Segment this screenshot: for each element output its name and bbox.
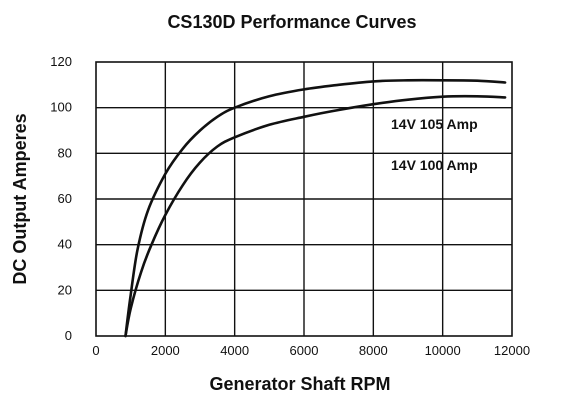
x-axis-label: Generator Shaft RPM [209, 374, 390, 394]
gridlines [96, 62, 512, 336]
y-tick-label: 0 [65, 328, 72, 343]
series-line-0 [124, 78, 507, 338]
y-tick-labels: 0 20 40 60 80 100 120 [50, 54, 72, 343]
x-tick-label: 4000 [220, 343, 249, 358]
y-tick-label: 120 [50, 54, 72, 69]
x-tick-label: 12000 [494, 343, 530, 358]
series-line-1 [124, 94, 507, 338]
x-tick-labels: 0 2000 4000 6000 8000 10000 12000 [92, 343, 530, 358]
x-tick-label: 10000 [425, 343, 461, 358]
y-tick-label: 80 [58, 145, 72, 160]
x-tick-label: 0 [92, 343, 99, 358]
series-label-105: 14V 105 Amp [391, 116, 478, 132]
series-label-100: 14V 100 Amp [391, 157, 478, 173]
series-curves [124, 78, 507, 338]
x-tick-label: 8000 [359, 343, 388, 358]
chart-title: CS130D Performance Curves [167, 12, 416, 32]
y-tick-label: 100 [50, 100, 72, 115]
x-tick-label: 2000 [151, 343, 180, 358]
y-tick-label: 60 [58, 191, 72, 206]
y-axis-label: DC Output Amperes [10, 113, 30, 284]
y-tick-label: 40 [58, 237, 72, 252]
plot-frame [95, 61, 513, 337]
y-tick-label: 20 [58, 282, 72, 297]
x-tick-label: 6000 [290, 343, 319, 358]
